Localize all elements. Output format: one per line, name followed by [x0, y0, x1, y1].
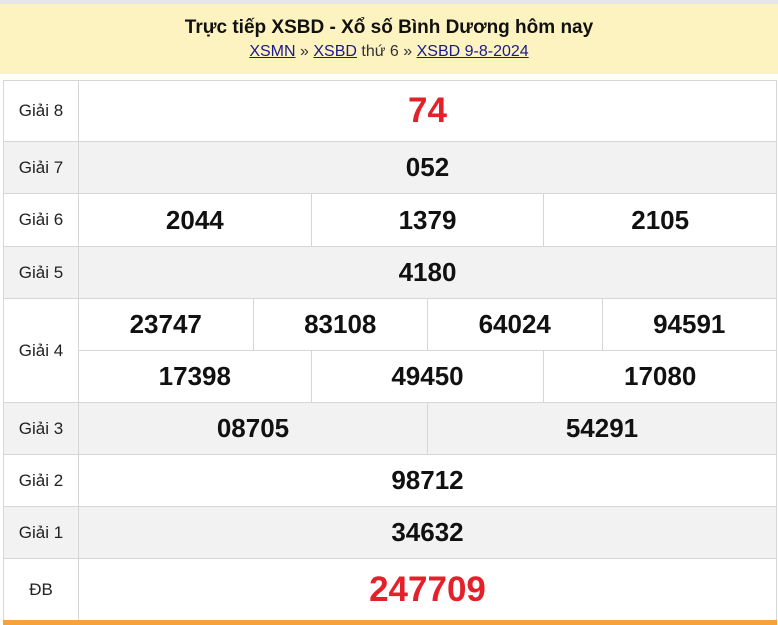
- prize-row-special: ĐB 247709: [4, 559, 776, 621]
- breadcrumb-xsmn-link[interactable]: XSMN: [249, 43, 296, 60]
- prize-number: 17080: [543, 351, 776, 402]
- prize-row-g1: Giải 1 34632: [4, 507, 776, 559]
- prize-number: 08705: [216, 413, 290, 443]
- page-title: Trực tiếp XSBD - Xổ số Bình Dương hôm na…: [184, 17, 594, 38]
- bottom-accent-bar: [3, 620, 777, 625]
- results-table: Giải 8 74 Giải 7 052 Giải 6 2044 1379 21…: [3, 80, 777, 621]
- top-divider: [0, 0, 778, 4]
- prize-label: Giải 5: [4, 247, 79, 298]
- prize-label: Giải 2: [4, 455, 79, 506]
- prize-number: 74: [408, 91, 447, 130]
- page-header: Trực tiếp XSBD - Xổ số Bình Dương hôm na…: [0, 4, 778, 74]
- prize-row-g7: Giải 7 052: [4, 142, 776, 194]
- prize-number: 94591: [601, 299, 777, 350]
- prize-number: 2105: [543, 194, 776, 246]
- prize-row-g2: Giải 2 98712: [4, 455, 776, 507]
- breadcrumb-xsbd-link[interactable]: XSBD: [313, 43, 357, 60]
- prize-number: 98712: [391, 465, 464, 495]
- prize-row-g3: Giải 3 08705 54291: [4, 403, 776, 455]
- prize-label: Giải 6: [4, 194, 79, 246]
- prize-label: Giải 4: [4, 299, 79, 402]
- prize-label: Giải 7: [4, 142, 79, 193]
- breadcrumb: XSMN » XSBD thứ 6 » XSBD 9-8-2024: [0, 43, 778, 61]
- prize-label: Giải 3: [4, 403, 79, 454]
- special-prize-number: 247709: [369, 570, 486, 609]
- breadcrumb-date-link[interactable]: XSBD 9-8-2024: [416, 43, 529, 60]
- prize-number: 54291: [427, 403, 776, 454]
- prize-row-g6: Giải 6 2044 1379 2105: [4, 194, 776, 247]
- prize-row-g8: Giải 8 74: [4, 81, 776, 142]
- prize-number: 34632: [391, 517, 464, 547]
- breadcrumb-separator: »: [403, 43, 413, 60]
- prize-number: 17398: [158, 361, 231, 391]
- breadcrumb-separator: »: [300, 43, 309, 60]
- prize-number: 052: [405, 152, 450, 182]
- prize-number: 64024: [427, 299, 602, 350]
- breadcrumb-day: thứ 6: [361, 43, 399, 60]
- prize-number: 4180: [398, 257, 457, 287]
- prize-row-g4: Giải 4 23747 83108 64024 94591 17398 494…: [4, 299, 776, 403]
- prize-label: Giải 8: [4, 81, 79, 141]
- prize-row-g5: Giải 5 4180: [4, 247, 776, 299]
- prize-label: ĐB: [4, 559, 79, 621]
- prize-label: Giải 1: [4, 507, 79, 558]
- prize-number: 1379: [310, 194, 544, 246]
- prize-number: 49450: [310, 351, 544, 402]
- prize-number: 2044: [165, 204, 224, 235]
- prize-number: 23747: [129, 309, 202, 339]
- prize-number: 83108: [252, 299, 428, 350]
